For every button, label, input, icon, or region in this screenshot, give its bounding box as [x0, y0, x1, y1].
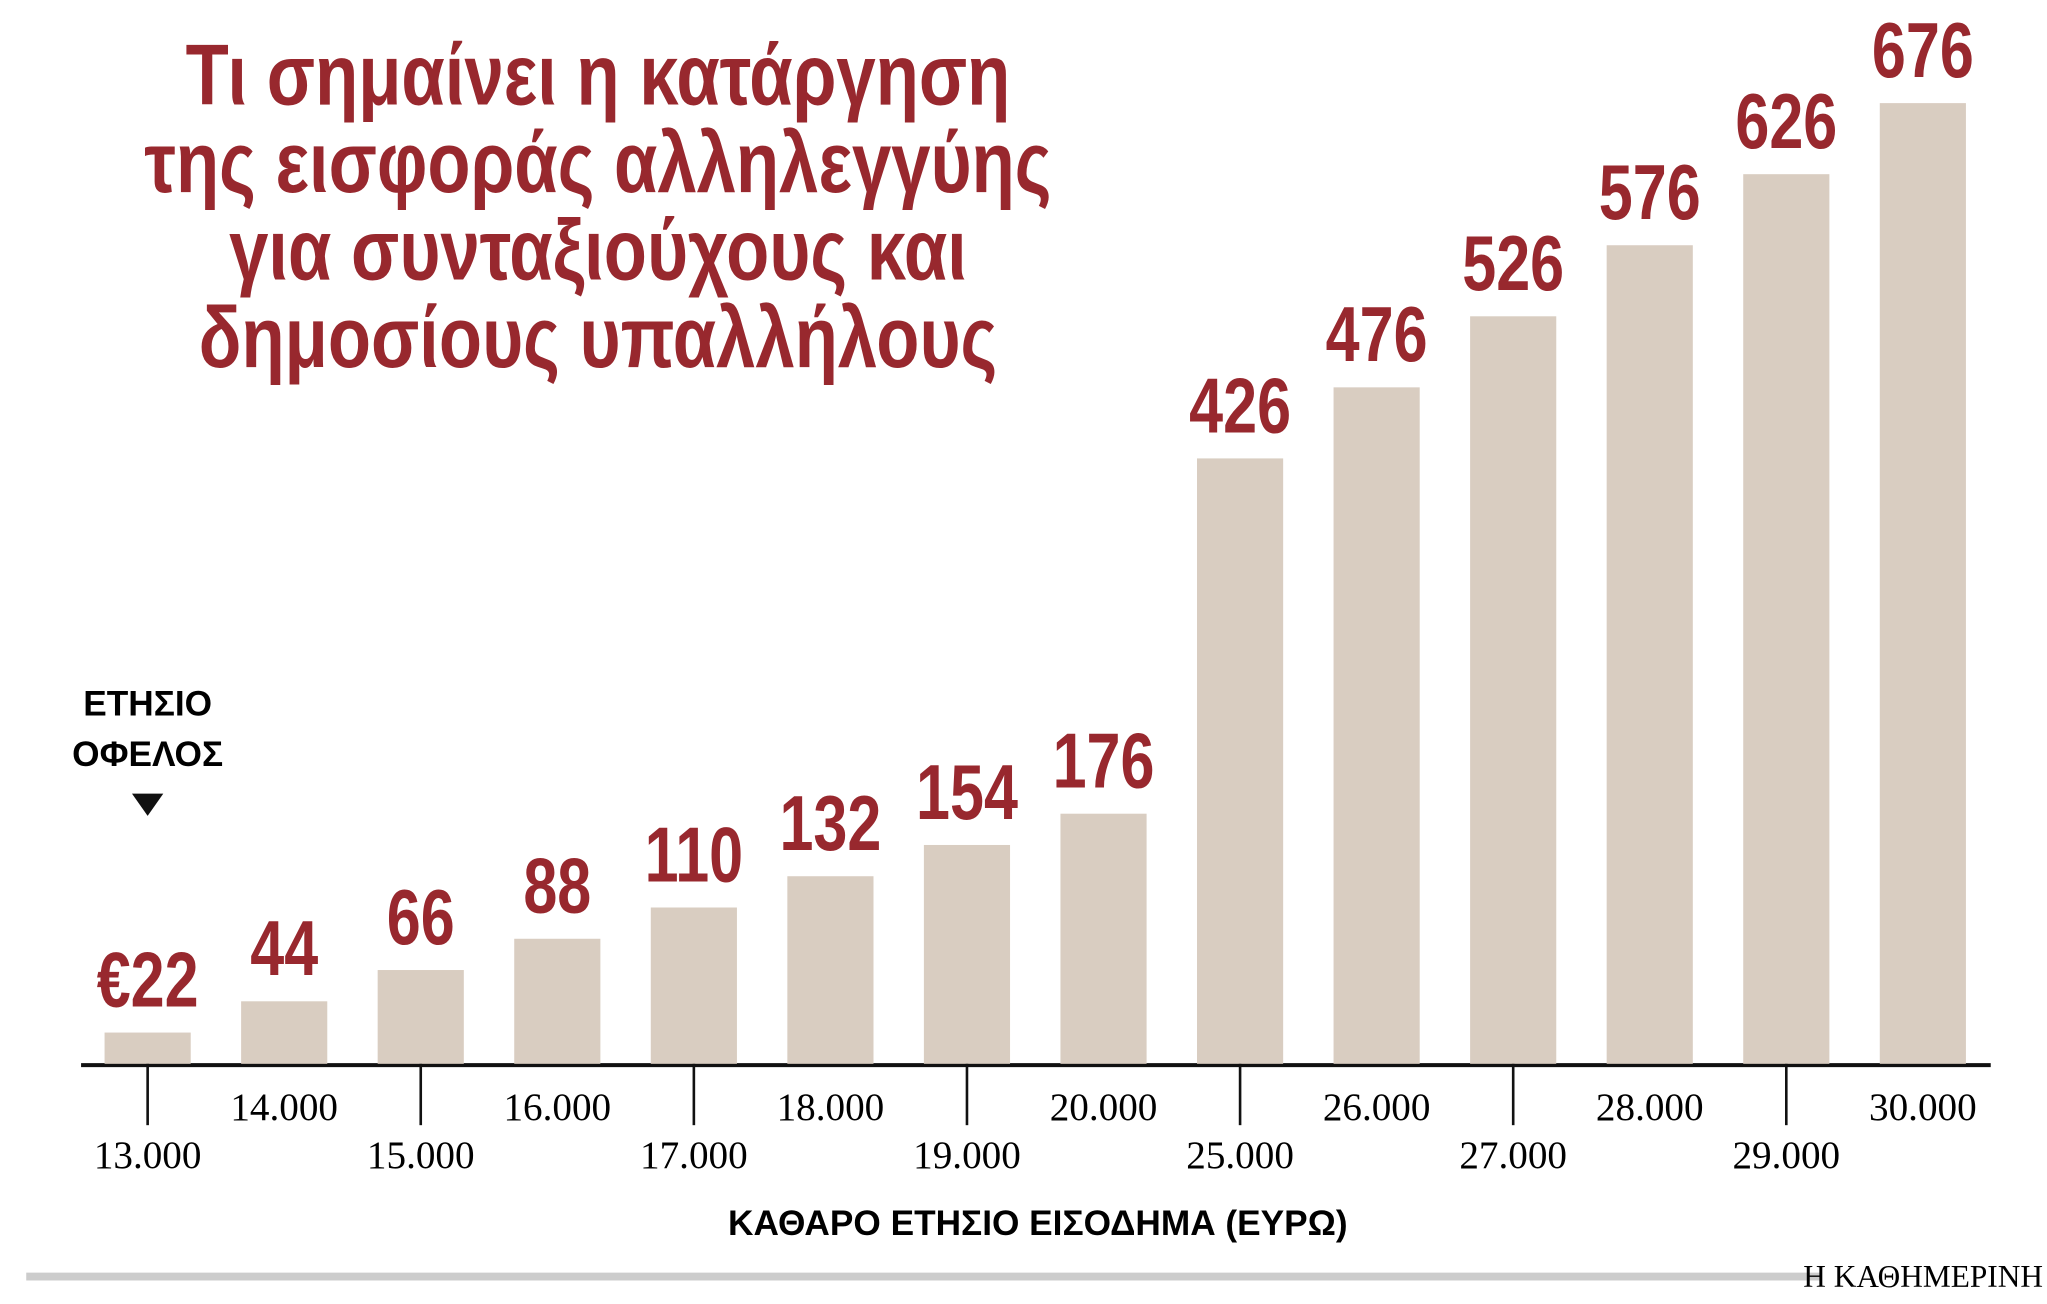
bar — [241, 1001, 328, 1064]
x-tick-label: 29.000 — [1732, 1134, 1840, 1177]
x-tick-label: 26.000 — [1323, 1086, 1431, 1129]
x-tick-label: 17.000 — [640, 1134, 748, 1177]
value-label: 88 — [523, 841, 591, 929]
x-tick-label: 15.000 — [367, 1134, 475, 1177]
x-tick-label: 25.000 — [1186, 1134, 1294, 1177]
value-label: 476 — [1326, 290, 1428, 378]
value-label: 66 — [387, 873, 455, 961]
x-tick-label: 13.000 — [94, 1134, 202, 1177]
value-label: 676 — [1872, 6, 1974, 94]
annotation-arrow — [131, 793, 164, 816]
x-tick-label: 16.000 — [503, 1086, 611, 1129]
value-label: 426 — [1189, 361, 1291, 449]
bar — [1606, 245, 1693, 1064]
bar — [514, 938, 601, 1064]
x-axis-label: ΚΑΘΑΡΟ ΕΤΗΣΙΟ ΕΙΣΟΔΗΜΑ (ΕΥΡΩ) — [728, 1204, 1348, 1243]
bar — [1470, 316, 1557, 1064]
value-label: 132 — [779, 779, 881, 867]
value-label: 176 — [1053, 716, 1155, 804]
value-label: 626 — [1735, 77, 1837, 165]
x-tick-label: 30.000 — [1869, 1086, 1977, 1129]
value-label: 110 — [645, 810, 744, 898]
x-tick-label: 19.000 — [913, 1134, 1021, 1177]
annotation: ΟΦΕΛΟΣ — [72, 735, 223, 774]
bar — [1060, 813, 1147, 1064]
bar — [104, 1032, 191, 1064]
bar — [650, 907, 737, 1064]
x-tick-label: 28.000 — [1596, 1086, 1704, 1129]
value-label: 44 — [250, 904, 318, 992]
x-tick-label: 18.000 — [777, 1086, 885, 1129]
chart-title: δημοσίους υπαλλήλους — [199, 289, 998, 385]
x-tick-label: 27.000 — [1459, 1134, 1567, 1177]
x-tick-label: 20.000 — [1050, 1086, 1158, 1129]
chart-title: Τι σημαίνει η κατάργηση — [186, 27, 1011, 123]
chart-title: της εισφοράς αλληλεγγύης — [144, 114, 1051, 210]
bar — [923, 844, 1011, 1064]
bar — [787, 876, 874, 1064]
bar — [1197, 458, 1284, 1064]
source: Η ΚΑΘΗΜΕΡΙΝΗ — [1803, 1259, 2043, 1294]
x-tick-label: 14.000 — [230, 1086, 338, 1129]
chart-title: για συνταξιούχους και — [229, 202, 967, 298]
annotation: ΕΤΗΣΙΟ — [83, 684, 212, 723]
bar — [1879, 103, 1966, 1064]
bar — [1333, 387, 1420, 1064]
bar — [1743, 174, 1830, 1064]
bar — [377, 970, 464, 1064]
value-label: €22 — [97, 935, 199, 1023]
value-label: 576 — [1599, 148, 1701, 236]
value-label: 526 — [1462, 219, 1564, 307]
value-label: 154 — [916, 747, 1018, 835]
